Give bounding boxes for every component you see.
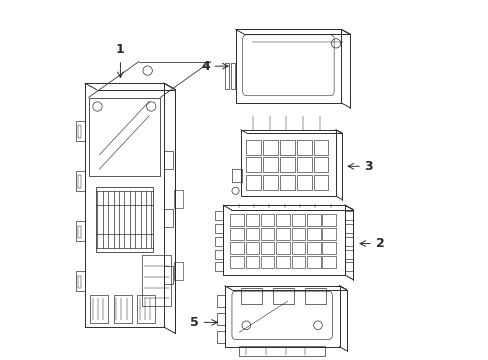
Bar xyxy=(261,228,274,240)
Bar xyxy=(78,175,81,188)
Bar xyxy=(280,140,294,155)
Bar xyxy=(296,175,311,190)
Text: 5: 5 xyxy=(190,316,199,329)
Bar xyxy=(215,237,223,246)
Bar xyxy=(261,256,274,268)
Bar xyxy=(113,295,131,323)
Bar xyxy=(306,256,320,268)
Bar xyxy=(246,175,261,190)
Bar xyxy=(96,187,153,252)
Bar xyxy=(224,286,339,347)
Bar xyxy=(78,226,81,238)
Bar xyxy=(246,157,261,172)
Bar xyxy=(239,346,325,356)
Bar xyxy=(163,151,172,169)
Bar xyxy=(246,140,261,155)
Bar xyxy=(273,288,293,304)
Bar xyxy=(322,214,335,226)
Bar xyxy=(263,140,277,155)
Bar xyxy=(241,130,335,196)
Bar xyxy=(296,140,311,155)
Bar xyxy=(215,249,223,258)
Bar xyxy=(78,276,81,288)
Bar xyxy=(217,295,224,307)
Bar xyxy=(276,228,289,240)
Text: 2: 2 xyxy=(375,237,384,250)
Bar xyxy=(313,157,328,172)
Bar xyxy=(322,242,335,254)
Bar xyxy=(344,224,352,233)
Bar xyxy=(305,288,325,304)
Bar xyxy=(245,214,259,226)
Bar xyxy=(291,256,305,268)
Bar xyxy=(306,214,320,226)
Bar xyxy=(322,256,335,268)
Text: 3: 3 xyxy=(364,160,372,173)
Bar xyxy=(263,157,277,172)
Bar xyxy=(224,63,229,89)
Bar xyxy=(276,256,289,268)
Bar xyxy=(261,242,274,254)
Bar xyxy=(344,249,352,258)
Bar xyxy=(344,237,352,246)
Bar xyxy=(230,63,235,89)
Bar xyxy=(291,214,305,226)
Bar xyxy=(90,295,108,323)
Bar xyxy=(245,242,259,254)
Bar xyxy=(235,30,341,103)
Text: 1: 1 xyxy=(116,43,124,56)
Text: 4: 4 xyxy=(201,60,209,73)
Bar xyxy=(296,157,311,172)
Bar xyxy=(280,157,294,172)
Bar xyxy=(230,214,243,226)
Bar xyxy=(173,262,182,280)
Bar xyxy=(245,256,259,268)
Bar xyxy=(223,205,344,275)
Bar xyxy=(76,271,85,291)
Bar xyxy=(291,242,305,254)
Bar xyxy=(230,256,243,268)
Bar xyxy=(313,140,328,155)
Bar xyxy=(215,211,223,220)
Bar xyxy=(241,288,261,304)
Bar xyxy=(78,125,81,138)
Bar xyxy=(137,295,155,323)
Bar xyxy=(215,224,223,233)
Bar xyxy=(231,169,242,182)
Bar xyxy=(245,228,259,240)
Bar xyxy=(263,175,277,190)
Bar xyxy=(344,211,352,220)
Bar xyxy=(76,171,85,191)
Bar xyxy=(344,262,352,271)
Bar xyxy=(163,266,172,284)
Bar xyxy=(306,242,320,254)
Bar xyxy=(173,190,182,208)
Bar xyxy=(217,330,224,343)
Bar xyxy=(261,214,274,226)
Bar xyxy=(215,262,223,271)
Bar xyxy=(280,175,294,190)
Bar xyxy=(322,228,335,240)
Bar xyxy=(76,121,85,140)
Bar xyxy=(217,313,224,325)
Bar xyxy=(88,98,160,176)
Bar xyxy=(276,242,289,254)
Bar xyxy=(230,242,243,254)
Bar xyxy=(291,228,305,240)
Bar xyxy=(142,255,171,306)
Bar xyxy=(76,221,85,241)
Bar xyxy=(276,214,289,226)
Bar xyxy=(163,209,172,226)
Bar xyxy=(313,175,328,190)
Bar xyxy=(230,228,243,240)
Bar xyxy=(306,228,320,240)
